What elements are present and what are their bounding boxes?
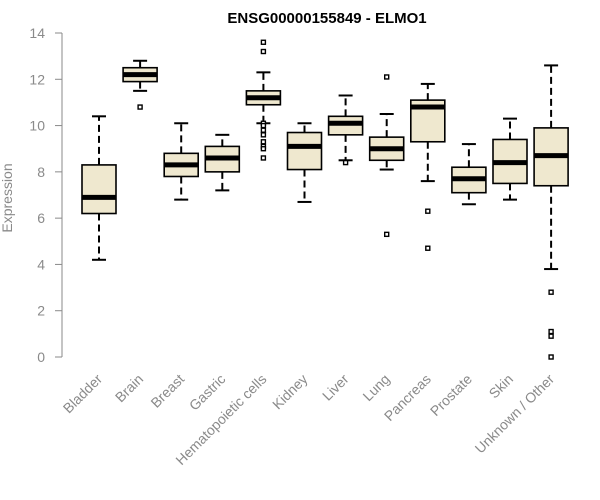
y-tick-label: 6 [37,210,45,226]
y-tick-label: 0 [37,349,45,365]
box-gastric [204,133,241,192]
outlier-point [137,104,143,110]
outlier-point [260,146,267,152]
outlier-point [260,132,267,138]
y-tick-label: 4 [37,256,45,272]
outlier-point [260,39,267,45]
box-lung [368,74,405,238]
y-tick-label: 12 [29,71,45,87]
outlier-point [548,354,554,360]
box-unknown-other [533,64,569,360]
box-bladder [81,115,117,261]
outlier-point [548,328,554,335]
y-axis-label: Expression [0,163,15,232]
box-liver [327,94,364,166]
box-skin [492,117,528,201]
x-tick-label: Skin [486,371,517,402]
x-tick-label: Breast [147,371,187,411]
outlier-point [548,289,554,295]
outlier-point [260,155,267,161]
box-breast [163,122,199,201]
outlier-point [260,48,267,55]
box-hematopoietic-cells [245,39,282,161]
y-tick-label: 10 [29,118,45,134]
boxes-group [81,39,569,360]
outlier-point [384,74,390,80]
x-tick-label: Prostate [427,371,475,419]
y-axis: 0 2 4 6 8 10 12 14 [29,25,63,365]
outlier-point [342,159,349,166]
x-tick-label: Bladder [60,371,106,417]
outlier-point [260,139,267,145]
box-iqr [286,131,323,171]
outlier-point [384,231,390,238]
x-tick-label: Liver [319,371,352,404]
outlier-point [425,245,431,251]
box-iqr [81,164,117,215]
y-tick-label: 8 [37,164,45,180]
chart-title: ENSG00000155849 - ELMO1 [227,10,426,27]
x-tick-label: Brain [112,371,146,405]
outlier-point [260,122,267,129]
box-prostate [451,143,487,206]
x-tick-label: Kidney [269,371,311,413]
box-brain [122,59,158,110]
box-pancreas [409,82,446,251]
y-tick-label: 14 [29,25,45,41]
outlier-point [260,127,267,133]
y-tick-label: 2 [37,303,45,319]
box-kidney [286,122,323,203]
x-tick-label: Lung [359,371,392,404]
outlier-point [548,333,554,339]
outlier-point [425,208,431,214]
